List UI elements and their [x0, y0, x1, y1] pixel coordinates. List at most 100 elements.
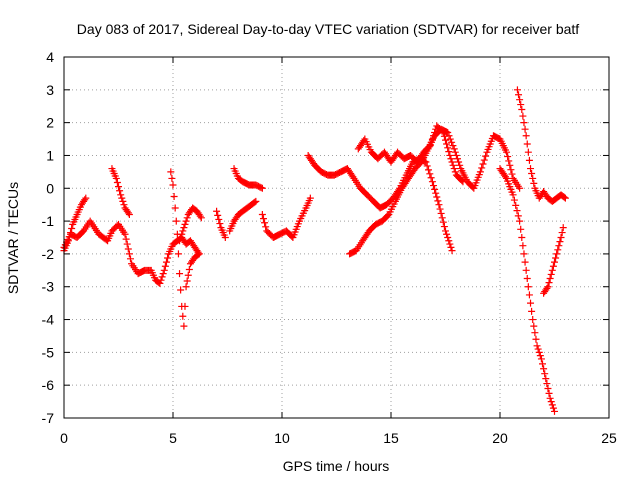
data-point: [541, 370, 549, 378]
data-point: [530, 322, 538, 330]
data-point: [443, 140, 451, 148]
data-point: [252, 197, 260, 205]
data-point: [445, 237, 453, 245]
data-point: [447, 155, 455, 163]
data-point: [215, 215, 223, 223]
data-point: [518, 234, 526, 241]
data-point: [521, 125, 529, 133]
data-point: [560, 193, 568, 201]
data-point: [448, 158, 456, 166]
data-point: [509, 191, 517, 199]
data-point: [451, 168, 459, 176]
data-point: [439, 128, 447, 136]
y-tick-label: -2: [42, 246, 55, 262]
data-point: [160, 266, 168, 274]
data-point: [528, 307, 536, 315]
data-point: [177, 286, 185, 294]
data-point: [548, 266, 556, 274]
data-point: [67, 229, 75, 237]
y-tick-label: 0: [46, 180, 54, 196]
data-point: [261, 219, 269, 227]
data-point: [517, 101, 525, 109]
data-point: [506, 161, 514, 169]
data-point: [519, 112, 527, 120]
data-point: [543, 380, 551, 388]
data-point: [537, 355, 545, 363]
grid: [64, 57, 609, 418]
data-point: [258, 184, 266, 192]
data-point: [458, 177, 466, 185]
data-point: [552, 254, 560, 262]
chart-title: Day 083 of 2017, Sidereal Day-to-day VTE…: [77, 21, 580, 37]
data-point: [440, 223, 448, 231]
data-point: [433, 193, 441, 201]
data-point: [126, 255, 134, 263]
data-point: [456, 161, 464, 169]
data-point: [125, 250, 133, 258]
data-point: [167, 168, 175, 176]
data-point: [179, 227, 187, 235]
data-point: [216, 220, 224, 228]
data-point: [524, 148, 532, 156]
data-point: [112, 174, 120, 182]
data-point: [544, 283, 552, 291]
data-point: [529, 174, 537, 182]
data-point: [161, 262, 169, 270]
data-point: [434, 197, 442, 205]
data-point: [183, 214, 191, 222]
series-track-g: [226, 197, 260, 235]
series-track-j: [304, 151, 456, 255]
data-point: [543, 284, 551, 292]
data-point: [539, 360, 547, 368]
data-point: [349, 173, 357, 181]
data-point: [544, 384, 552, 392]
data-point: [548, 401, 556, 409]
series-track-b: [60, 194, 90, 255]
data-point: [180, 224, 188, 232]
data-point: [162, 258, 170, 266]
data-point: [529, 316, 537, 324]
data-point: [194, 251, 202, 259]
data-point: [178, 230, 186, 238]
data-point: [455, 158, 463, 166]
data-point: [449, 142, 457, 150]
data-point: [446, 135, 454, 143]
data-point: [517, 225, 525, 233]
data-point: [426, 170, 434, 178]
data-point: [125, 211, 133, 219]
data-point: [64, 237, 72, 245]
data-point: [431, 185, 439, 193]
data-point: [119, 197, 127, 205]
series-track-d: [167, 168, 203, 330]
data-point: [179, 312, 187, 320]
data-point: [251, 198, 259, 206]
series-track-l: [354, 122, 467, 186]
series-track-f: [213, 207, 229, 241]
x-tick-label: 0: [60, 430, 68, 446]
data-point: [124, 209, 132, 217]
data-point: [459, 178, 467, 186]
data-point: [516, 96, 524, 104]
data-point: [185, 265, 193, 273]
data-point: [118, 194, 126, 202]
y-tick-label: -7: [42, 410, 55, 426]
data-point: [195, 250, 203, 258]
data-point: [527, 165, 535, 173]
data-point: [558, 229, 566, 237]
x-tick-label: 15: [383, 430, 399, 446]
data-point: [525, 291, 533, 299]
data-point: [513, 207, 521, 215]
data-point: [428, 178, 436, 186]
data-point: [561, 194, 569, 202]
data-point: [172, 217, 180, 225]
data-point: [443, 230, 451, 238]
data-point: [446, 151, 454, 159]
data-point: [113, 179, 121, 187]
data-point: [117, 191, 125, 199]
data-point: [221, 234, 229, 241]
data-point: [176, 237, 184, 245]
data-point: [123, 240, 131, 248]
data-point: [176, 270, 184, 278]
data-point: [427, 174, 435, 182]
data-point: [157, 276, 165, 284]
